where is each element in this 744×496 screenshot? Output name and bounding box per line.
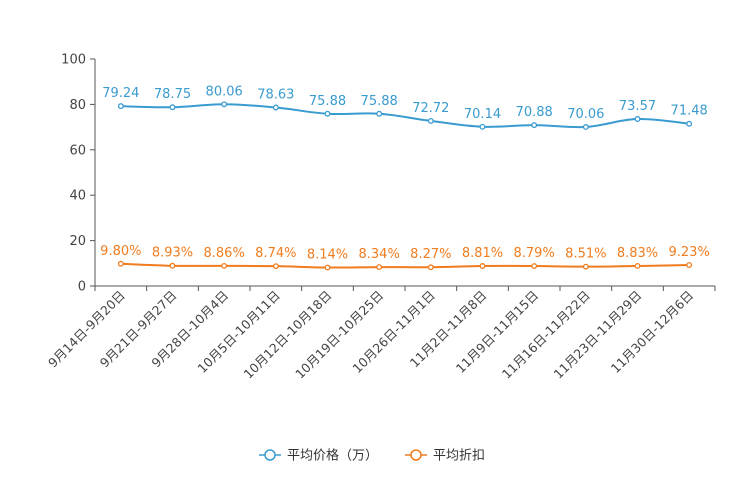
data-label: 8.34% xyxy=(359,247,400,262)
series-layer: 79.24 78.75 80.06 78.63 75.88 75.88 72.72 70.14… xyxy=(100,84,710,271)
data-point[interactable] xyxy=(272,104,279,111)
data-label: 8.81% xyxy=(462,246,503,261)
data-label: 70.14 xyxy=(464,107,501,122)
series-line xyxy=(120,103,690,129)
data-label: 8.86% xyxy=(204,246,245,261)
data-label: 8.79% xyxy=(514,246,555,261)
y-tick-label: 100 xyxy=(61,53,86,68)
data-point[interactable] xyxy=(634,116,641,122)
series-2: 9.80% 8.93% 8.86% 8.74% 8.14% 8.34% 8.27% 8.81%… xyxy=(100,244,710,271)
data-point[interactable] xyxy=(686,120,693,127)
data-point[interactable] xyxy=(634,263,641,269)
x-tick-label: 10月12日-10月18日 xyxy=(240,288,334,382)
data-point[interactable] xyxy=(169,104,176,111)
data-point[interactable] xyxy=(272,263,279,270)
legend-label: 平均折扣 xyxy=(433,449,485,464)
data-label: 80.06 xyxy=(206,84,243,99)
data-point[interactable] xyxy=(117,103,124,110)
data-point[interactable] xyxy=(376,110,383,117)
legend[interactable]: 平均价格（万） 平均折扣 xyxy=(259,448,485,464)
data-label: 8.83% xyxy=(617,246,658,261)
data-label: 9.80% xyxy=(100,244,141,259)
data-label: 70.88 xyxy=(516,105,553,120)
x-tick-label: 11月16日-11月22日 xyxy=(499,288,593,382)
y-tick-label: 0 xyxy=(78,280,86,295)
series-line xyxy=(120,262,690,269)
data-point[interactable] xyxy=(427,264,434,271)
data-point[interactable] xyxy=(479,263,486,269)
data-label: 71.48 xyxy=(671,104,708,119)
data-point[interactable] xyxy=(221,262,228,269)
x-tick-label: 10月19日-10月25日 xyxy=(292,288,386,382)
data-point[interactable] xyxy=(427,117,434,124)
y-tick-label: 80 xyxy=(69,98,86,113)
legend-circle-marker xyxy=(410,449,422,461)
data-label: 78.63 xyxy=(257,88,294,103)
data-point[interactable] xyxy=(221,101,228,108)
data-label: 9.23% xyxy=(669,245,710,260)
data-point[interactable] xyxy=(531,263,538,269)
data-label: 72.72 xyxy=(412,101,449,116)
legend-circle-marker xyxy=(264,449,276,461)
data-label: 73.57 xyxy=(619,99,656,114)
data-point[interactable] xyxy=(117,260,124,267)
data-label: 8.74% xyxy=(255,246,296,261)
legend-item-2[interactable]: 平均折扣 xyxy=(405,449,485,464)
data-label: 75.88 xyxy=(309,94,346,109)
data-label: 8.93% xyxy=(152,246,193,261)
data-point[interactable] xyxy=(479,123,486,130)
data-label: 70.06 xyxy=(567,107,604,122)
data-label: 8.14% xyxy=(307,248,348,263)
data-point[interactable] xyxy=(686,262,693,268)
y-tick-label: 60 xyxy=(69,143,86,158)
y-tick-label: 40 xyxy=(69,189,86,204)
data-point[interactable] xyxy=(376,264,383,271)
legend-label: 平均价格（万） xyxy=(287,448,378,464)
data-point[interactable] xyxy=(324,110,331,117)
series-1: 79.24 78.75 80.06 78.63 75.88 75.88 72.72 70.14… xyxy=(102,84,708,130)
data-point[interactable] xyxy=(324,264,331,271)
data-label: 8.51% xyxy=(565,247,606,262)
x-tick-label: 11月23日-11月29日 xyxy=(550,288,644,382)
data-label: 75.88 xyxy=(361,94,398,109)
data-point[interactable] xyxy=(582,124,589,130)
data-label: 8.27% xyxy=(410,247,451,262)
data-point[interactable] xyxy=(169,262,176,269)
y-tick-label: 20 xyxy=(69,234,86,249)
data-label: 79.24 xyxy=(102,86,139,101)
data-point[interactable] xyxy=(582,263,589,270)
data-point[interactable] xyxy=(531,122,538,129)
data-label: 78.75 xyxy=(154,87,191,102)
legend-item-1[interactable]: 平均价格（万） xyxy=(259,448,378,464)
